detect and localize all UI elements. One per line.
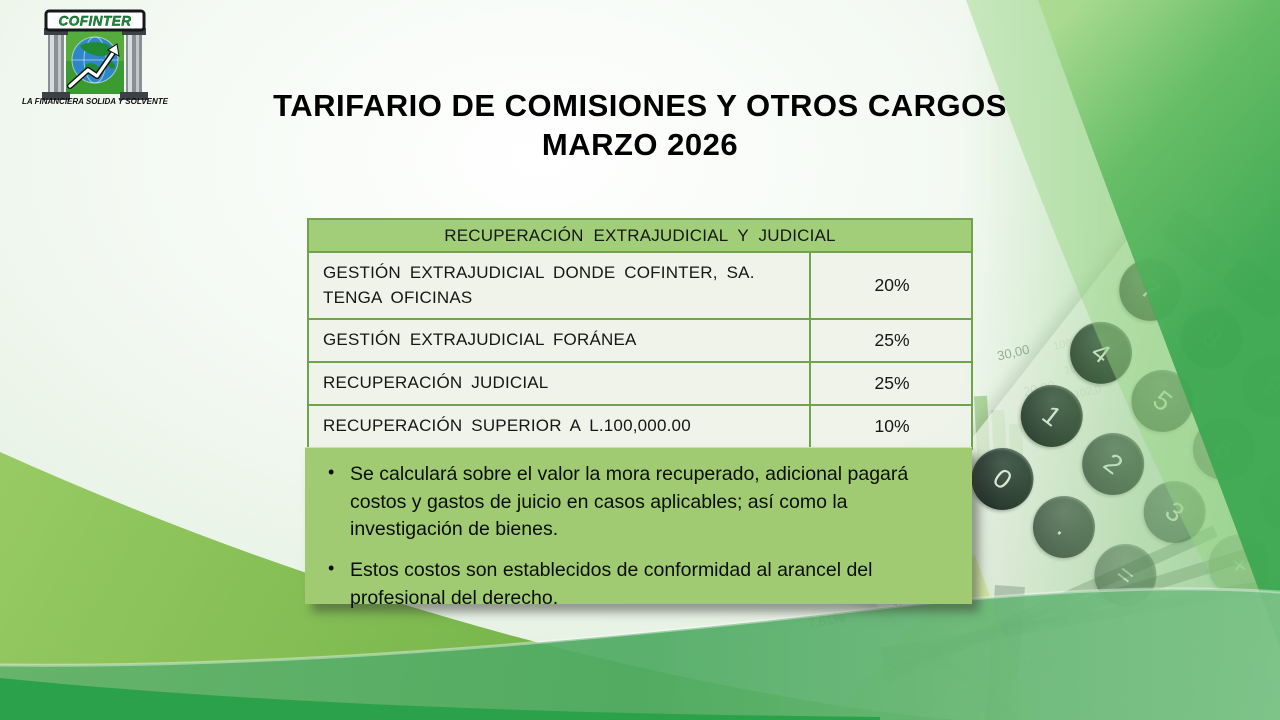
table-cell-concept: RECUPERACIÓN JUDICIAL bbox=[309, 362, 811, 404]
table-row: GESTIÓN EXTRAJUDICIAL DONDE COFINTER, SA… bbox=[309, 253, 971, 321]
table-header-recuperacion: RECUPERACIÓN EXTRAJUDICIAL Y JUDICIAL bbox=[309, 220, 971, 253]
note-item: • Estos costos son establecidos de confo… bbox=[319, 557, 950, 612]
slide-title-line1: TARIFARIO DE COMISIONES Y OTROS CARGOS bbox=[273, 88, 1007, 123]
slide-title: TARIFARIO DE COMISIONES Y OTROS CARGOS M… bbox=[0, 86, 1280, 164]
table-cell-concept: RECUPERACIÓN SUPERIOR A L.100,000.00 bbox=[309, 405, 811, 448]
table-cell-concept: GESTIÓN EXTRAJUDICIAL DONDE COFINTER, SA… bbox=[309, 253, 811, 319]
note-text: Estos costos son establecidos de conform… bbox=[350, 559, 873, 609]
notes-box: • Se calculará sobre el valor la mora re… bbox=[305, 447, 972, 609]
slide-title-line2: MARZO 2026 bbox=[541, 127, 739, 162]
table-cell-rate: 25% bbox=[874, 372, 910, 393]
table-cell-concept: GESTIÓN EXTRAJUDICIAL FORÁNEA bbox=[309, 320, 811, 361]
table-cell-rate: 25% bbox=[874, 330, 910, 351]
note-text: Se calculará sobre el valor la mora recu… bbox=[350, 463, 909, 541]
bullet-icon: • bbox=[328, 462, 335, 482]
note-item: • Se calculará sobre el valor la mora re… bbox=[319, 461, 950, 544]
table-row: GESTIÓN EXTRAJUDICIAL FORÁNEA 25% bbox=[309, 320, 971, 363]
logo-brand-text: COFINTER bbox=[59, 14, 132, 29]
bullet-icon: • bbox=[328, 558, 335, 579]
table-row: RECUPERACIÓN SUPERIOR A L.100,000.00 10% bbox=[309, 405, 971, 448]
cofinter-logo: COFINTER LA FINANCIERA SOLIDA Y SOLVENTE bbox=[20, 8, 170, 106]
cofinter-logo-graphic: COFINTER LA FINANCIERA SOLIDA Y SOLVENTE bbox=[22, 9, 169, 106]
tariff-table: RECUPERACIÓN EXTRAJUDICIAL Y JUDICIAL GE… bbox=[307, 218, 973, 450]
table-row: RECUPERACIÓN JUDICIAL 25% bbox=[309, 362, 971, 406]
table-cell-rate: 20% bbox=[874, 275, 910, 296]
table-cell-rate: 10% bbox=[874, 416, 910, 437]
logo-tagline-text: LA FINANCIERA SOLIDA Y SOLVENTE bbox=[22, 97, 169, 106]
